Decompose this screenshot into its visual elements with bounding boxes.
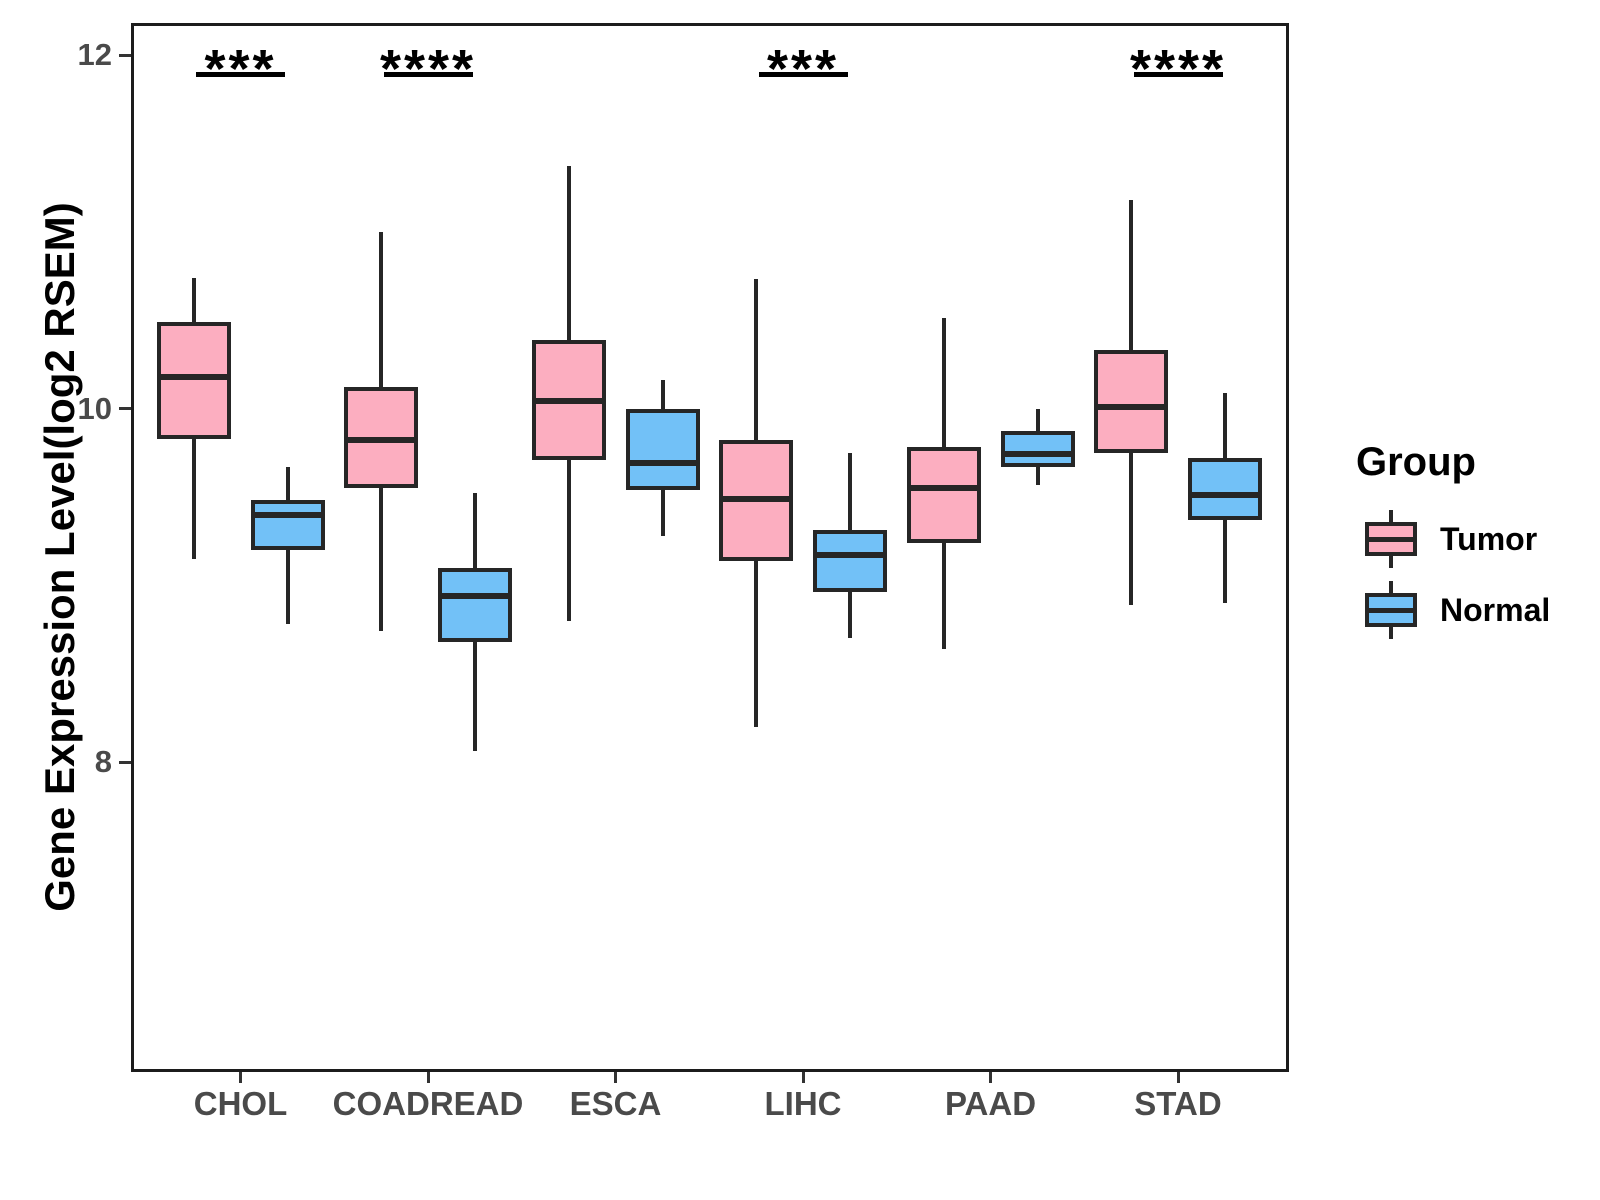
- box-median: [250, 511, 325, 518]
- x-axis-label: STAD: [1134, 1085, 1222, 1122]
- x-tick-mark: [1176, 1072, 1180, 1083]
- box-median: [906, 485, 981, 492]
- y-tick-mark: [119, 53, 131, 57]
- normal-boxplot-glyph-icon: [1363, 581, 1419, 639]
- box-median: [531, 398, 606, 405]
- significance-stars: ***: [204, 39, 277, 99]
- x-tick-mark: [614, 1072, 617, 1083]
- glyph-median: [1365, 537, 1417, 542]
- glyph-median: [1365, 608, 1417, 613]
- legend-title: Group: [1356, 440, 1476, 484]
- box-body: [250, 500, 325, 550]
- box-median: [625, 460, 700, 467]
- significance-stars: ****: [379, 39, 477, 99]
- x-axis-label: PAAD: [944, 1085, 1037, 1122]
- box-median: [438, 592, 512, 599]
- legend-item-label: Normal: [1440, 592, 1551, 628]
- box-body: [1188, 457, 1262, 520]
- box-body: [906, 447, 981, 543]
- significance-bar: [1133, 72, 1223, 77]
- legend-item-normal: Normal: [1356, 581, 1586, 643]
- significance-stars: ***: [766, 39, 840, 99]
- box-body: [156, 321, 231, 439]
- y-tick-label: 8: [94, 744, 112, 779]
- x-axis-label: CHOL: [193, 1085, 288, 1122]
- significance-bar: [383, 72, 473, 77]
- box-median: [1188, 492, 1262, 499]
- x-tick-mark: [801, 1072, 805, 1083]
- box-median: [1000, 451, 1075, 458]
- significance-bar: [758, 72, 848, 77]
- box-body: [1094, 350, 1168, 453]
- box-body: [625, 408, 700, 490]
- box-median: [719, 495, 793, 502]
- box-body: [1000, 431, 1075, 467]
- x-axis-label: COADREAD: [332, 1085, 524, 1122]
- y-tick-label: 12: [77, 37, 112, 72]
- y-tick-mark: [119, 760, 131, 764]
- x-axis-label: ESCA: [569, 1085, 662, 1122]
- legend-item-label: Tumor: [1440, 521, 1538, 557]
- box-body: [438, 567, 512, 642]
- box-median: [1094, 403, 1168, 410]
- y-tick-mark: [119, 407, 131, 410]
- box-median: [344, 437, 418, 444]
- box-median: [156, 373, 231, 380]
- significance-stars: ****: [1129, 39, 1227, 99]
- box-body: [813, 530, 887, 593]
- legend-item-tumor: Tumor: [1356, 510, 1586, 572]
- tumor-boxplot-glyph-icon: [1363, 510, 1419, 568]
- x-tick-mark: [426, 1072, 430, 1083]
- legend: Group Tumor Normal: [1320, 430, 1590, 670]
- x-axis-label: LIHC: [764, 1085, 842, 1122]
- box-median: [813, 552, 887, 559]
- y-axis-title: Gene Expression Level(log2 RSEM): [36, 202, 83, 912]
- x-tick-mark: [989, 1072, 992, 1083]
- significance-bar: [196, 72, 285, 77]
- x-tick-mark: [239, 1072, 242, 1083]
- y-tick-label: 10: [77, 390, 112, 426]
